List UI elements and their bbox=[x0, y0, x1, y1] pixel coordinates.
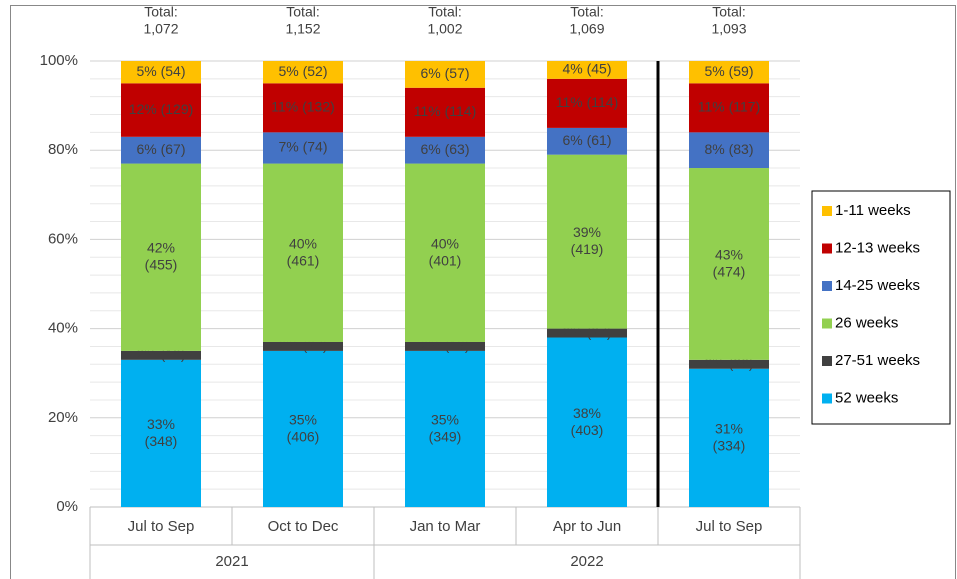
bar-segment bbox=[689, 168, 769, 360]
data-label: 35% (349) bbox=[429, 411, 462, 444]
x-tick-label: Apr to Jun bbox=[553, 518, 621, 535]
bar-segment bbox=[689, 132, 769, 169]
data-label: 39% (419) bbox=[571, 224, 604, 257]
bar-segment bbox=[547, 78, 627, 128]
data-label: 6% (67) bbox=[136, 141, 185, 157]
x-tick-label: Oct to Dec bbox=[268, 518, 339, 535]
bar-segment bbox=[547, 337, 627, 507]
bar-segment bbox=[263, 163, 343, 342]
bar-segment bbox=[121, 350, 201, 360]
legend-swatch bbox=[822, 393, 832, 404]
bar-segment bbox=[689, 83, 769, 133]
legend-swatch bbox=[822, 243, 832, 254]
total-label: 1,002 bbox=[427, 21, 462, 37]
legend-label: 52 weeks bbox=[835, 389, 898, 406]
y-tick-label: 100% bbox=[40, 52, 78, 69]
data-label: 11% (114) bbox=[556, 94, 619, 110]
total-prefix: Total: bbox=[712, 4, 745, 20]
data-label: 6% (63) bbox=[420, 141, 469, 157]
total-prefix: Total: bbox=[144, 4, 177, 20]
x-tick-label: Jul to Sep bbox=[128, 518, 195, 535]
data-label: 35% (406) bbox=[287, 411, 320, 444]
bar-segment bbox=[121, 163, 201, 351]
group-label: 2022 bbox=[570, 553, 603, 570]
y-tick-label: 40% bbox=[48, 320, 78, 337]
data-label: 11% (114) bbox=[414, 103, 477, 119]
data-label: 11% (132) bbox=[271, 99, 335, 115]
data-label: 8% (83) bbox=[704, 141, 753, 157]
data-label: 5% (52) bbox=[278, 63, 327, 79]
bar-segment bbox=[689, 368, 769, 507]
total-label: 1,093 bbox=[711, 21, 746, 37]
bar-segment bbox=[263, 83, 343, 133]
data-label: 4% (45) bbox=[562, 61, 611, 77]
bar-segment bbox=[547, 127, 627, 155]
y-tick-label: 0% bbox=[56, 498, 78, 515]
data-label: 5% (59) bbox=[704, 63, 753, 79]
legend-label: 27-51 weeks bbox=[835, 352, 920, 369]
data-label: 38% (403) bbox=[571, 404, 604, 437]
total-prefix: Total: bbox=[286, 4, 319, 20]
total-label: 1,152 bbox=[285, 21, 320, 37]
bar-segment bbox=[547, 61, 627, 79]
legend-swatch bbox=[822, 281, 832, 291]
legend-swatch bbox=[822, 206, 832, 216]
bar-segment bbox=[121, 83, 201, 137]
y-tick-label: 20% bbox=[48, 409, 78, 426]
data-label: 33% (348) bbox=[145, 416, 178, 449]
bar-segment bbox=[405, 341, 485, 351]
data-label: 11% (117) bbox=[698, 99, 761, 115]
data-label: 40% (461) bbox=[287, 235, 320, 268]
legend-label: 26 weeks bbox=[835, 314, 898, 331]
total-label: 1,072 bbox=[143, 21, 178, 37]
group-label: 2021 bbox=[215, 553, 248, 570]
data-label: 12% (129) bbox=[129, 101, 194, 117]
total-prefix: Total: bbox=[428, 4, 461, 20]
data-label: 6% (57) bbox=[420, 65, 469, 81]
data-label: 5% (54) bbox=[136, 63, 185, 79]
bar-segment bbox=[689, 61, 769, 84]
data-label: 31% (334) bbox=[713, 420, 746, 453]
legend-label: 14-25 weeks bbox=[835, 277, 920, 294]
bar-segment bbox=[547, 328, 627, 338]
data-label: 42% (455) bbox=[145, 239, 178, 272]
total-prefix: Total: bbox=[570, 4, 603, 20]
x-tick-label: Jul to Sep bbox=[696, 518, 763, 535]
bar-segment bbox=[121, 359, 201, 507]
legend-box bbox=[811, 190, 951, 425]
bar-segment bbox=[405, 163, 485, 342]
bar-segment bbox=[263, 350, 343, 507]
bar-segment bbox=[263, 61, 343, 84]
bar-segment bbox=[405, 87, 485, 137]
data-label: 43% (474) bbox=[713, 246, 746, 279]
bar-segment bbox=[689, 359, 769, 369]
legend-swatch bbox=[822, 318, 832, 329]
data-label: 40% (401) bbox=[429, 235, 462, 268]
data-label: 7% (74) bbox=[278, 139, 327, 155]
total-label: 1,069 bbox=[569, 21, 604, 37]
bar-segment bbox=[263, 132, 343, 164]
y-tick-label: 80% bbox=[48, 141, 78, 158]
bar-segment bbox=[121, 136, 201, 164]
bar-segment bbox=[405, 61, 485, 88]
legend-label: 12-13 weeks bbox=[835, 239, 920, 256]
bar-segment bbox=[405, 136, 485, 164]
data-label: 6% (61) bbox=[562, 132, 611, 148]
bar-segment bbox=[547, 154, 627, 329]
y-tick-label: 60% bbox=[48, 230, 78, 247]
bar-segment bbox=[405, 350, 485, 507]
legend-swatch bbox=[822, 356, 832, 366]
bar-segment bbox=[121, 61, 201, 84]
legend-label: 1-11 weeks bbox=[835, 202, 911, 219]
bar-segment bbox=[263, 341, 343, 351]
x-tick-label: Jan to Mar bbox=[410, 518, 481, 535]
